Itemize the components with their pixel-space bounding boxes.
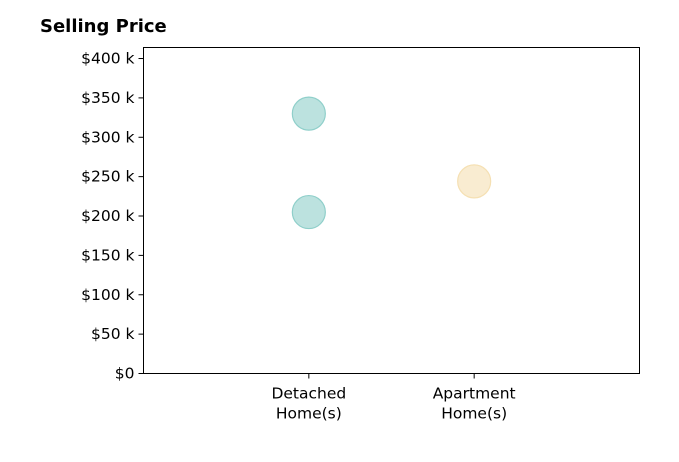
data-point [291, 96, 326, 131]
y-tick-label: $250 k [81, 168, 134, 186]
y-tick-label: $400 k [81, 50, 134, 68]
x-axis: Detached Home(s) Apartment Home(s) [271, 373, 516, 423]
y-tick-label: $50 k [91, 325, 135, 343]
y-tick-label: $0 [115, 365, 135, 383]
x-tick-label: Detached Home(s) [271, 385, 346, 423]
points-layer [291, 96, 492, 230]
y-tick-label: $200 k [81, 207, 134, 225]
data-point [291, 194, 326, 230]
chart-title: Selling Price [40, 16, 167, 37]
x-tick-label: Apartment Home(s) [433, 385, 516, 423]
y-axis: $0 $50 k $100 k $150 k $200 k $250 k $300 k $35… [81, 50, 144, 383]
y-tick-label: $100 k [81, 286, 134, 304]
plot-frame [143, 47, 640, 374]
data-point [457, 164, 492, 199]
y-tick-label: $150 k [81, 246, 134, 264]
y-tick-label: $350 k [81, 89, 134, 107]
y-tick-label: $300 k [81, 128, 134, 146]
